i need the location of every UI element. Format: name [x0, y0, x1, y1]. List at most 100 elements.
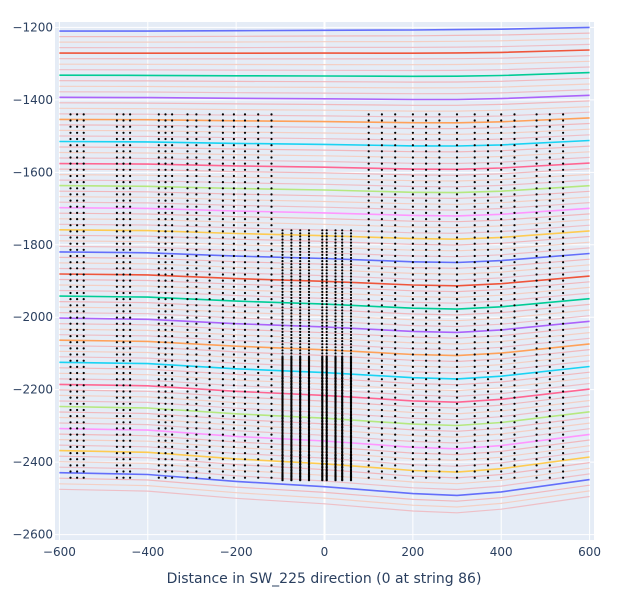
dom-point: [500, 279, 503, 282]
dom-point: [349, 456, 353, 459]
dom-point: [455, 335, 459, 338]
dom-point: [473, 254, 476, 258]
dom-point: [535, 285, 538, 288]
dom-point: [122, 371, 125, 375]
dom-point: [69, 439, 72, 442]
dom-point: [129, 156, 132, 159]
dom-point: [281, 466, 284, 469]
dom-point: [341, 479, 344, 482]
dom-point: [299, 312, 302, 315]
dom-point: [208, 322, 211, 325]
dom-point: [341, 303, 344, 306]
dom-point: [321, 479, 324, 482]
dom-point: [232, 316, 235, 319]
dom-point: [171, 378, 174, 381]
dom-point: [115, 304, 118, 307]
dom-point: [76, 304, 79, 307]
dom-point: [548, 316, 551, 319]
dom-point: [349, 266, 353, 269]
dom-point: [349, 256, 353, 260]
dom-point: [394, 402, 397, 405]
dom-point: [548, 476, 551, 479]
dom-point: [281, 392, 284, 396]
dom-point: [562, 316, 565, 319]
dom-point: [76, 365, 79, 368]
dom-point: [438, 464, 441, 467]
dom-point: [486, 427, 490, 430]
dom-point: [115, 131, 118, 134]
dom-point: [281, 321, 284, 324]
dom-point: [325, 389, 328, 392]
dom-point: [290, 312, 293, 315]
dom-point: [299, 284, 302, 287]
dom-point: [307, 315, 311, 318]
dom-point: [171, 113, 174, 116]
dom-string: [411, 113, 414, 479]
dom-point: [129, 458, 132, 461]
dom-point: [486, 199, 490, 202]
dom-point: [334, 466, 337, 469]
dom-point: [473, 291, 476, 295]
dom-point: [334, 428, 337, 431]
dom-point: [394, 131, 397, 134]
dom-point: [164, 347, 167, 350]
dom-point: [425, 304, 428, 307]
dom-point: [122, 205, 125, 208]
dom-point: [164, 254, 167, 258]
dom-point: [82, 470, 85, 473]
dom-point: [486, 156, 490, 159]
dom-point: [69, 199, 72, 202]
layer-line: [59, 267, 590, 281]
dom-point: [257, 162, 260, 165]
dom-string: [157, 113, 160, 479]
dom-point: [290, 272, 293, 275]
dom-point: [500, 174, 503, 178]
dom-point: [290, 440, 293, 443]
dom-string: [76, 113, 79, 479]
dom-point: [394, 390, 397, 393]
dom-point: [307, 296, 311, 300]
dom-point: [411, 125, 414, 128]
dom-point: [208, 187, 211, 190]
dom-point: [221, 402, 224, 405]
dom-point: [394, 285, 397, 288]
dom-point: [325, 443, 328, 446]
dom-point: [380, 236, 383, 239]
dom-point: [367, 125, 370, 128]
dom-point: [334, 451, 337, 454]
dom-point: [341, 312, 344, 315]
dom-point: [380, 378, 383, 381]
dom-point: [186, 408, 189, 412]
dom-point: [281, 382, 284, 385]
dom-point: [232, 291, 235, 295]
layer-line: [59, 345, 590, 363]
dom-point: [307, 374, 311, 377]
dom-point: [341, 471, 344, 474]
dom-point: [513, 371, 516, 375]
dom-point: [321, 408, 324, 411]
dom-point: [486, 181, 490, 184]
dom-point: [122, 390, 125, 393]
dom-point: [76, 156, 79, 159]
dom-point: [221, 291, 224, 295]
dom-point: [380, 390, 383, 393]
dom-point: [334, 389, 337, 392]
layer-line: [59, 455, 590, 479]
dom-point: [164, 396, 167, 399]
dom-point: [367, 285, 370, 288]
dom-point: [208, 279, 211, 282]
dom-point: [513, 131, 516, 134]
dom-point: [232, 181, 235, 184]
dom-point: [473, 335, 476, 338]
dom-point: [321, 374, 324, 377]
dom-point: [195, 224, 198, 227]
dom-point: [290, 287, 293, 290]
dom-point: [122, 353, 125, 356]
dom-point: [562, 335, 565, 338]
dom-point: [394, 144, 397, 147]
dom-point: [562, 304, 565, 307]
dom-point: [186, 168, 189, 171]
dom-point: [76, 353, 79, 356]
dom-point: [290, 266, 293, 269]
dom-point: [425, 298, 428, 301]
